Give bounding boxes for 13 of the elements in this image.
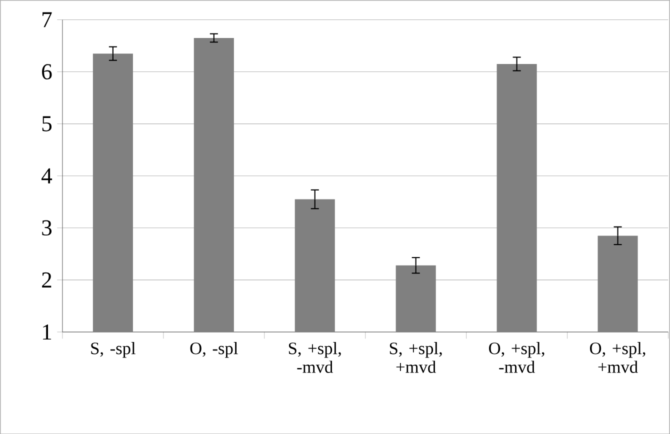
x-tick-label: O, -spl — [190, 342, 238, 358]
x-tick-label: S, +spl, -mvd — [288, 342, 341, 373]
y-tick-label: 2 — [42, 272, 52, 288]
y-tick-label: 5 — [42, 116, 52, 132]
x-tick-label: O, +spl, -mvd — [489, 342, 544, 373]
x-tick-label: S, +spl, +mvd — [390, 342, 442, 373]
y-tick-label: 6 — [42, 64, 52, 80]
y-tick-label: 3 — [42, 220, 52, 236]
x-tick-label: O, +spl, +mvd — [590, 342, 646, 373]
x-tick-label: S, -spl — [91, 342, 136, 358]
y-tick-label: 7 — [42, 12, 52, 27]
y-tick-label: 4 — [42, 168, 52, 184]
y-tick-label: 1 — [43, 324, 52, 340]
